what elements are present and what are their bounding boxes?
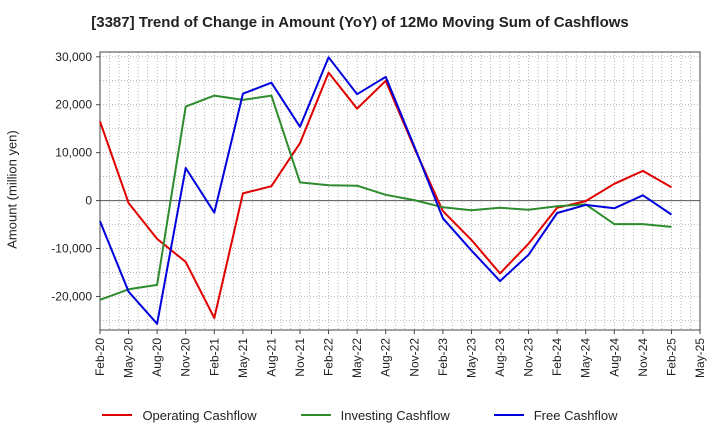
x-tick-label: Feb-21	[207, 338, 221, 376]
x-tick-label: Feb-20	[93, 338, 107, 376]
x-tick-label: Feb-23	[436, 338, 450, 376]
x-tick-label: Nov-24	[636, 338, 650, 377]
x-tick-label: May-23	[464, 338, 478, 378]
legend-label-investing: Investing Cashflow	[340, 407, 450, 423]
x-tick-labels: Feb-20 May-20 Aug-20 Nov-20 Feb-21 May-21 Aug-…	[93, 338, 707, 378]
x-tick-label: Feb-22	[322, 338, 336, 376]
x-tick-label: Feb-25	[664, 338, 678, 376]
legend-item-investing: Investing Cashflow	[300, 404, 450, 426]
series-line-free-cashflow	[99, 56, 672, 325]
y-tick-label: 10,000	[55, 146, 92, 160]
series-lines	[99, 56, 672, 325]
series-line-investing-cashflow	[99, 94, 672, 301]
legend-swatch-operating	[102, 414, 133, 416]
x-tick-label: Aug-24	[607, 338, 621, 377]
x-tick-label: May-22	[350, 338, 364, 378]
legend-swatch-investing	[300, 414, 331, 416]
x-tick-label: Nov-21	[293, 338, 307, 377]
legend-swatch-free	[493, 414, 524, 416]
legend-item-operating: Operating Cashflow	[102, 404, 257, 426]
y-tick-label: 30,000	[55, 50, 92, 64]
legend: Operating Cashflow Investing Cashflow Fr…	[0, 404, 720, 426]
y-tick-label: -20,000	[51, 289, 92, 303]
x-tick-label: Aug-21	[264, 338, 278, 377]
y-tick-label: -10,000	[51, 242, 92, 256]
x-tick-label: Feb-24	[550, 338, 564, 376]
x-tick-label: May-20	[122, 338, 136, 378]
y-tick-label: 20,000	[55, 98, 92, 112]
y-tick-labels: 30,000 20,000 10,000 0 -10,000 -20,000	[51, 50, 92, 304]
x-tick-label: Nov-23	[522, 338, 536, 377]
y-tick-label: 0	[85, 194, 92, 208]
x-tick-label: May-21	[236, 338, 250, 378]
x-tick-label: Aug-23	[493, 338, 507, 377]
series-line-operating-cashflow	[99, 71, 672, 319]
x-tick-label: Aug-22	[379, 338, 393, 377]
axes	[96, 51, 701, 334]
grid-lines	[99, 52, 701, 330]
x-tick-label: Aug-20	[150, 338, 164, 377]
legend-label-operating: Operating Cashflow	[142, 407, 257, 423]
x-tick-label: Nov-22	[407, 338, 421, 377]
x-tick-label: May-25	[693, 338, 707, 378]
plot-frame	[99, 51, 701, 331]
chart-title: [3387] Trend of Change in Amount (YoY) o…	[91, 14, 629, 31]
legend-label-free: Free Cashflow	[533, 407, 618, 423]
x-tick-label: May-24	[579, 338, 593, 378]
legend-item-free: Free Cashflow	[493, 404, 618, 426]
x-tick-label: Nov-20	[179, 338, 193, 377]
